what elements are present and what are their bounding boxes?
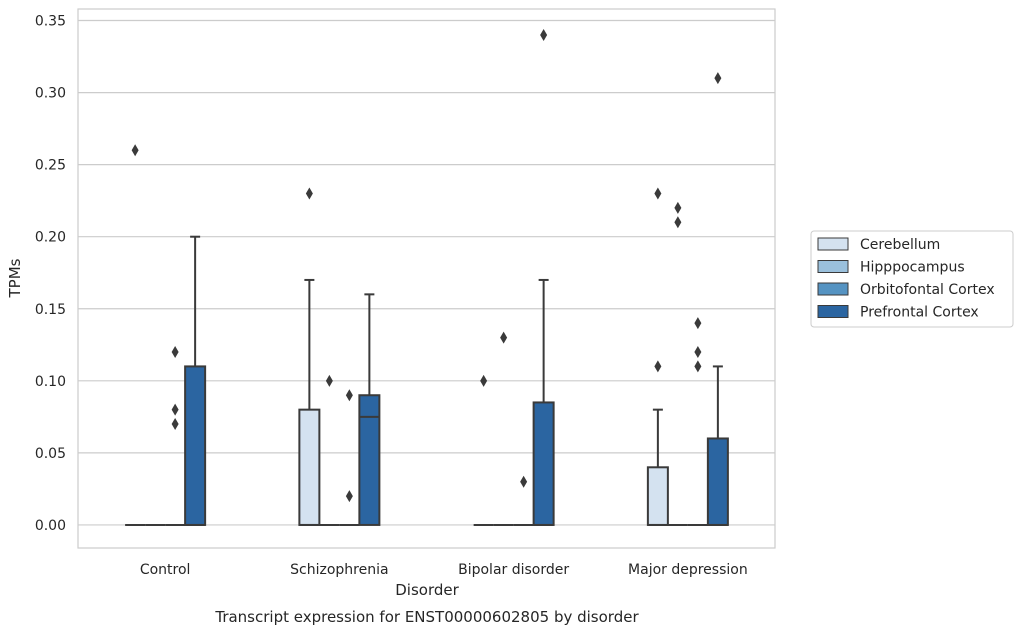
x-tick-labels: Control Schizophrenia Bipolar disorder Majo…: [140, 562, 748, 578]
box: [165, 346, 186, 526]
outlier-point: [171, 403, 179, 416]
x-tick-label: Control: [140, 562, 191, 578]
x-tick-label: Major depression: [628, 562, 748, 578]
legend-swatch: [817, 305, 849, 318]
legend-swatch: [817, 282, 849, 296]
outlier-point: [171, 346, 179, 358]
box-iqr: [706, 437, 729, 526]
box: [646, 187, 669, 526]
y-axis-label: TPMs: [6, 258, 24, 298]
box: [706, 72, 729, 526]
y-tick-label: 0.35: [35, 14, 66, 30]
box: [667, 201, 688, 526]
legend-label: Orbitofontal Cortex: [860, 282, 995, 298]
legend-label: Hipppocampus: [860, 260, 965, 276]
outlier-point: [325, 374, 333, 387]
outlier-point: [305, 187, 313, 200]
box: [532, 28, 555, 526]
y-tick-label: 0.10: [35, 374, 66, 390]
y-tick-label: 0.00: [35, 518, 66, 534]
legend-swatch: [817, 237, 849, 251]
box: [319, 374, 340, 526]
x-axis-label: Disorder: [395, 581, 459, 599]
box-iqr: [298, 408, 321, 526]
y-tick-label: 0.20: [35, 230, 66, 246]
box-iqr: [646, 466, 669, 526]
y-tick-label: 0.15: [35, 302, 66, 318]
legend-entries: Cerebellum Hipppocampus Orbitofontal Corte…: [817, 237, 995, 321]
legend-frame: [810, 230, 1014, 328]
y-tick-label: 0.25: [35, 158, 66, 174]
outlier-point: [480, 374, 488, 387]
box: [184, 235, 207, 526]
box: [125, 144, 146, 526]
y-tick-labels: 0.00 0.05 0.10 0.15 0.20 0.25 0.30 0.35: [35, 14, 66, 534]
legend: Cerebellum Hipppocampus Orbitofontal Corte…: [810, 230, 1014, 328]
box: [473, 374, 494, 526]
boxes: [125, 28, 729, 526]
outlier-point: [500, 331, 508, 344]
outlier-point: [540, 28, 548, 41]
outlier-point: [345, 490, 353, 503]
box: [687, 317, 708, 526]
outlier-point: [131, 144, 139, 157]
y-tick-label: 0.30: [35, 86, 66, 102]
box: [513, 475, 534, 526]
outlier-point: [714, 72, 722, 85]
chart-title: Transcript expression for ENST0000060280…: [214, 608, 639, 626]
outlier-point: [694, 360, 702, 373]
outlier-point: [171, 418, 179, 431]
box: [493, 331, 514, 526]
outlier-point: [694, 317, 702, 330]
box: [298, 187, 321, 526]
outlier-point: [674, 201, 682, 214]
outlier-point: [694, 346, 702, 358]
box-iqr: [532, 401, 555, 526]
plot-area: [77, 8, 776, 549]
box: [358, 293, 381, 526]
x-tick-label: Bipolar disorder: [458, 562, 569, 578]
outlier-point: [674, 216, 682, 229]
outlier-point: [654, 360, 662, 373]
box-iqr: [184, 365, 207, 526]
legend-label: Prefrontal Cortex: [860, 305, 979, 321]
outlier-point: [520, 475, 528, 488]
legend-swatch: [817, 260, 849, 273]
x-tick-label: Schizophrenia: [290, 562, 388, 578]
legend-label: Cerebellum: [860, 237, 940, 253]
box: [339, 389, 360, 526]
box-iqr: [358, 394, 381, 526]
outlier-point: [654, 187, 662, 200]
outlier-point: [345, 389, 353, 402]
y-tick-label: 0.05: [35, 446, 66, 462]
